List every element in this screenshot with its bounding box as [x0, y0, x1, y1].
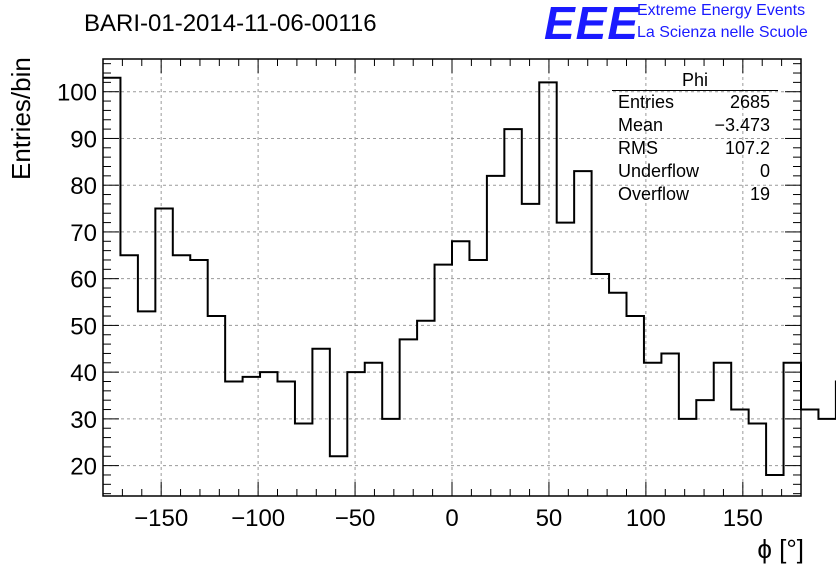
y-tick-label: 100: [57, 80, 97, 107]
y-tick-label: 50: [70, 313, 97, 340]
stats-label: RMS: [618, 138, 658, 158]
histogram-bin: [365, 363, 382, 496]
x-tick-label: 0: [445, 505, 458, 532]
y-axis-label: Entries/bin: [6, 57, 36, 180]
histogram-bin: [173, 255, 190, 496]
histogram-bin: [627, 316, 644, 496]
histogram-bin: [574, 171, 591, 496]
histogram-bin: [103, 78, 120, 496]
stats-row-rms: RMS 107.2: [612, 137, 778, 160]
stats-row-mean: Mean −3.473: [612, 114, 778, 137]
histogram-bin: [731, 410, 748, 496]
stats-row-entries: Entries 2685: [612, 91, 778, 114]
histogram-bin: [522, 204, 539, 496]
histogram-bin: [452, 241, 469, 496]
histogram-bin: [330, 456, 347, 496]
x-tick-label: 150: [723, 505, 763, 532]
logo-line-1: Extreme Energy Events: [637, 2, 806, 19]
histogram-bin: [435, 265, 452, 496]
histogram-bin: [679, 419, 696, 496]
eee-logo-mark: EEE: [544, 0, 640, 49]
y-tick-label: 90: [70, 126, 97, 153]
histogram-bin: [661, 353, 678, 496]
x-tick-label: 50: [536, 505, 563, 532]
x-tick-label: −100: [231, 505, 285, 532]
histogram-bin: [818, 419, 835, 496]
histogram-bin: [696, 400, 713, 496]
stats-value: 2685: [729, 92, 770, 112]
histogram-bin: [784, 363, 801, 496]
x-tick-label: 100: [626, 505, 666, 532]
histogram-bin: [557, 223, 574, 496]
logo-line-2: La Scienza nelle Scuole: [637, 24, 808, 41]
stats-row-overflow: Overflow 19: [612, 183, 778, 206]
y-tick-label: 60: [70, 267, 97, 294]
stats-value: 0: [759, 161, 770, 181]
histogram-series: [103, 76, 836, 476]
histogram-bin: [749, 424, 766, 496]
stats-value: 107.2: [724, 138, 770, 158]
histogram-bin: [208, 316, 225, 496]
stats-label: Overflow: [618, 184, 690, 204]
histogram-bin: [400, 339, 417, 496]
histogram-bin: [609, 293, 626, 496]
stats-row-underflow: Underflow 0: [612, 160, 778, 183]
stats-label: Mean: [618, 115, 664, 135]
histogram-bin: [347, 372, 364, 496]
histogram-bin: [138, 311, 155, 496]
histogram-bin: [504, 129, 521, 496]
histogram-bin: [382, 419, 399, 496]
y-tick-label: 30: [70, 407, 97, 434]
x-tick-label: −50: [335, 505, 376, 532]
histogram-bin: [592, 274, 609, 496]
histogram-bin: [243, 377, 260, 496]
y-tick-label: 40: [70, 360, 97, 387]
histogram-bin: [260, 372, 277, 496]
stats-box-name: Phi: [612, 70, 778, 91]
x-tick-label: −150: [134, 505, 188, 532]
histogram-bin: [120, 255, 137, 496]
histogram-bin: [714, 363, 731, 496]
histogram-bin: [469, 260, 486, 496]
y-tick-label: 70: [70, 220, 97, 247]
histogram-bin: [644, 363, 661, 496]
histogram-bin: [539, 82, 556, 496]
histogram-bin: [312, 349, 329, 496]
y-tick-label: 20: [70, 454, 97, 481]
histogram-bin: [278, 381, 295, 496]
stats-label: Underflow: [618, 161, 700, 181]
histogram-bin: [766, 475, 783, 496]
histogram-bin: [487, 176, 504, 496]
stats-value: 19: [749, 184, 770, 204]
histogram-bin: [295, 424, 312, 496]
stats-value: −3.473: [714, 115, 770, 135]
histogram-bin: [801, 410, 818, 496]
x-axis-label: ϕ [°]: [757, 534, 804, 564]
histogram-bin: [417, 321, 434, 496]
histogram-bin: [155, 209, 172, 496]
stats-box: Phi Entries 2685 Mean −3.473 RMS 107.2 Unde…: [612, 70, 778, 206]
stats-label: Entries: [618, 92, 675, 112]
y-tick-label: 80: [70, 173, 97, 200]
chart-title: BARI-01-2014-11-06-00116: [84, 10, 377, 37]
histogram-bin: [225, 381, 242, 496]
histogram-bin: [190, 260, 207, 496]
